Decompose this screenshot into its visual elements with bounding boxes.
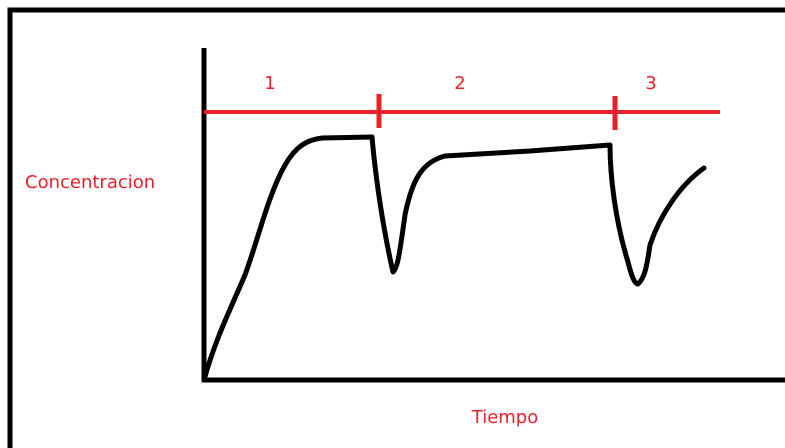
y-axis-label: Concentracion: [25, 172, 155, 193]
phase-label: 2: [454, 73, 465, 94]
x-axis-label: Tiempo: [471, 407, 539, 428]
phase-label: 1: [264, 73, 275, 94]
concentration-curve: [201, 134, 707, 383]
phase-label: 3: [645, 73, 656, 94]
